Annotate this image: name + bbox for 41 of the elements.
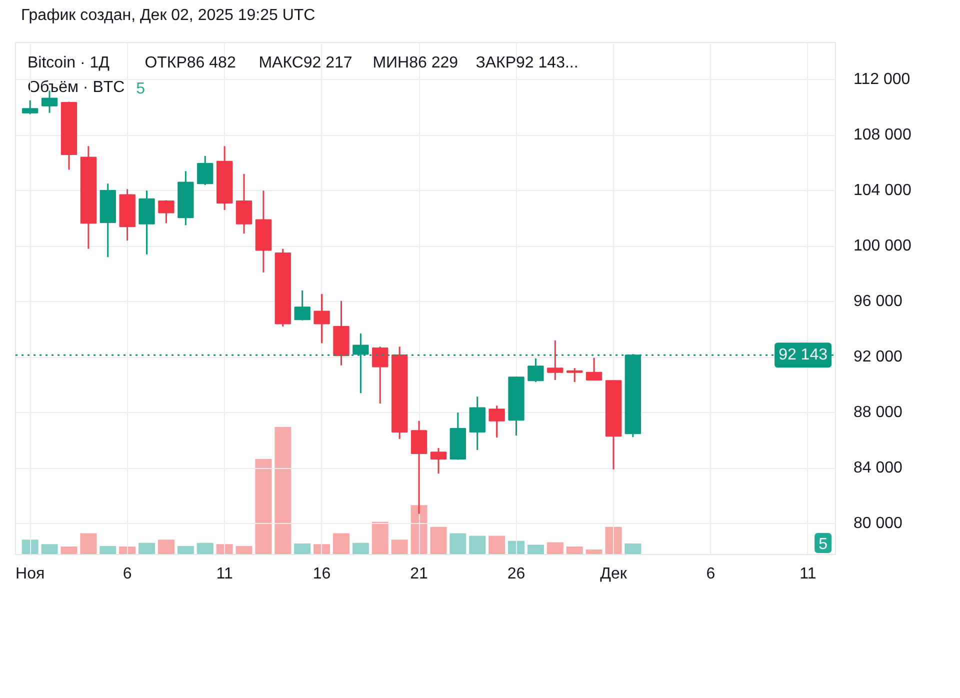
candlestick (566, 367, 583, 383)
annotation: 5 (818, 536, 828, 553)
candlestick (547, 340, 564, 381)
candlestick (430, 447, 447, 474)
x-tick-label: 16 (312, 566, 331, 582)
x-tick-label: 26 (507, 566, 526, 582)
annotation: ЗАКР92 143... (476, 54, 578, 72)
x-tick-label: 6 (122, 566, 132, 582)
y-tick-label: 112 000 (854, 71, 910, 88)
candlestick (528, 358, 544, 383)
y-tick-label: 96 000 (854, 293, 903, 310)
annotation: МИН86 229 (372, 54, 458, 72)
x-tick-label: 11 (216, 566, 233, 582)
x-tick-label: Дек (600, 566, 628, 582)
y-tick-label: 108 000 (854, 126, 912, 144)
x-tick-label: Ноя (16, 566, 45, 582)
candlestick (586, 357, 602, 381)
chart-title: График создан, Дек 02, 2025 19:25 UTC (21, 6, 316, 26)
x-tick-label: 11 (800, 566, 816, 582)
y-tick-label: 80 000 (854, 515, 903, 532)
candlestick (314, 293, 330, 344)
y-tick-label: 88 000 (854, 404, 903, 422)
candlestick (22, 100, 38, 115)
candlestick (197, 155, 214, 186)
y-tick-label: 100 000 (854, 238, 912, 255)
annotation: ОТКР86 482 (144, 54, 236, 72)
text: Bitcoin · 1Д (28, 54, 110, 72)
y-tick-label: 92 000 (854, 348, 903, 366)
x-tick-label: 6 (706, 566, 716, 582)
candlestick (236, 173, 252, 234)
candlestick (488, 404, 505, 438)
x-tick-label: 21 (410, 566, 428, 582)
candlestick (158, 200, 174, 224)
ref-line-label: 92 143 (778, 346, 828, 364)
y-tick-label: 104 000 (854, 182, 912, 200)
candlestick (294, 290, 310, 322)
candlestick (372, 346, 388, 404)
annotation: МАКС92 217 (258, 54, 352, 72)
y-tick-label: 84 000 (854, 460, 903, 477)
chart-subtitle: Объём · BTC (28, 79, 125, 96)
text: 5 (136, 80, 146, 98)
